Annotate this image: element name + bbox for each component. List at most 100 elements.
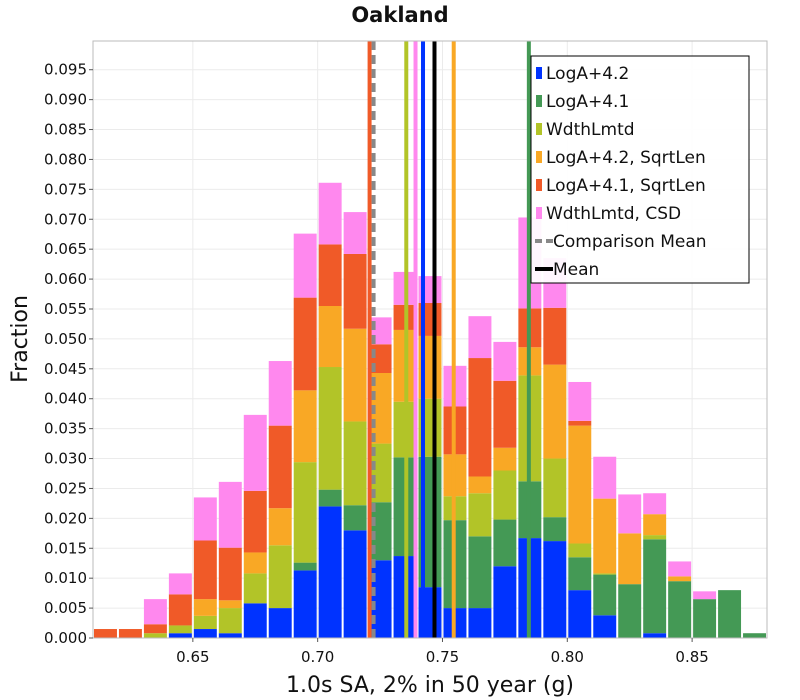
bar-wdthlmtd-10 (343, 421, 367, 506)
bar-loga-4-2-8 (293, 570, 317, 638)
bar-loga-4-1-sqrtlen-7 (268, 425, 292, 509)
bar-loga-4-2-sqrtlen-9 (318, 306, 342, 368)
legend-label-comparison-mean: Comparison Mean (553, 232, 707, 252)
bar-loga-4-2-sqrtlen-8 (293, 390, 317, 463)
bar-loga-4-1-sqrtlen-2 (143, 624, 167, 634)
bar-loga-4-1-16 (493, 519, 517, 567)
bar-loga-4-2-sqrtlen-4 (193, 599, 217, 616)
bar-loga-4-1-sqrtlen-5 (218, 547, 242, 601)
chart-title: Oakland (351, 3, 448, 27)
bar-wdthlmtd-6 (243, 573, 267, 604)
y-tick-label: 0.065 (44, 240, 87, 258)
legend-box (530, 55, 750, 284)
x-axis-title: 1.0s SA, 2% in 50 year (g) (286, 673, 574, 698)
bar-loga-4-2-sqrtlen-20 (593, 498, 617, 574)
y-tick-label: 0.055 (44, 300, 87, 318)
y-tick-label: 0.010 (44, 569, 87, 587)
bar-wdthlmtd-8 (293, 462, 317, 563)
bar-wdthlmtd-19 (568, 543, 592, 558)
bar-loga-4-1-20 (593, 574, 617, 616)
y-tick-label: 0.070 (44, 210, 87, 228)
bar-loga-4-2-sqrtlen-7 (268, 508, 292, 546)
y-tick-label: 0.020 (44, 509, 87, 527)
bar-loga-4-2-sqrtlen-18 (543, 364, 567, 459)
bar-loga-4-2-sqrtlen-19 (568, 425, 592, 544)
bar-loga-4-1-sqrtlen-4 (193, 540, 217, 600)
bar-loga-4-1-9 (318, 489, 342, 507)
bar-loga-4-1-24 (693, 599, 717, 638)
bar-loga-4-1-sqrtlen-6 (243, 490, 267, 553)
bar-loga-4-1-sqrtlen-10 (343, 253, 367, 329)
bar-wdthlmtd-csd-22 (643, 493, 667, 515)
bar-loga-4-2-16 (493, 566, 517, 638)
bar-wdthlmtd-16 (493, 470, 517, 520)
bar-wdthlmtd-9 (318, 367, 342, 490)
legend-label-mean: Mean (553, 260, 599, 280)
legend-swatch-loga-4-2-sqrtlen (536, 151, 542, 163)
bar-wdthlmtd-csd-9 (318, 182, 342, 245)
y-axis-title: Fraction (8, 295, 33, 383)
y-tick-label: 0.080 (44, 150, 87, 168)
bar-loga-4-2-sqrtlen-21 (618, 533, 642, 585)
bar-wdthlmtd-csd-4 (193, 497, 217, 541)
legend-swatch-loga-4-2 (536, 67, 542, 79)
y-tick-label: 0.035 (44, 420, 87, 438)
bar-wdthlmtd-csd-10 (343, 212, 367, 254)
legend-label-loga-4-2-sqrtlen: LogA+4.2, SqrtLen (546, 148, 706, 168)
legend-label-loga-4-1: LogA+4.1 (546, 92, 629, 112)
bar-loga-4-2-sqrtlen-10 (343, 328, 367, 422)
y-tick-label: 0.095 (44, 61, 87, 79)
bar-wdthlmtd-csd-8 (293, 233, 317, 298)
bar-loga-4-1-21 (618, 584, 642, 638)
x-axis-ticks: 0.65 0.70 0.75 0.80 0.85 (176, 638, 709, 666)
bar-loga-4-2-7 (268, 608, 292, 638)
bar-wdthlmtd-2 (143, 633, 167, 638)
y-tick-label: 0.075 (44, 180, 87, 198)
bar-loga-4-1-10 (343, 505, 367, 531)
y-tick-label: 0.015 (44, 539, 87, 557)
legend-swatch-wdthlmtd-csd (536, 207, 542, 219)
y-tick-label: 0.040 (44, 390, 87, 408)
legend-swatch-loga-4-1-sqrtlen (536, 179, 542, 191)
bar-loga-4-2-4 (193, 629, 217, 638)
x-tick-label: 0.80 (551, 648, 584, 666)
bar-loga-4-1-sqrtlen-3 (168, 594, 192, 626)
bar-wdthlmtd-7 (268, 545, 292, 609)
bar-loga-4-2-5 (218, 633, 242, 638)
bar-wdthlmtd-csd-7 (268, 361, 292, 426)
bar-loga-4-1-19 (568, 557, 592, 591)
bar-loga-4-2-9 (318, 506, 342, 638)
y-tick-label: 0.060 (44, 270, 87, 288)
bar-loga-4-1-18 (543, 517, 567, 542)
bar-loga-4-2-sqrtlen-16 (493, 447, 517, 471)
bar-wdthlmtd-15 (468, 493, 492, 537)
bar-wdthlmtd-11 (368, 443, 392, 503)
bar-wdthlmtd-csd-15 (468, 316, 492, 359)
bar-loga-4-2-3 (168, 633, 192, 638)
bar-wdthlmtd-csd-2 (143, 599, 167, 625)
legend-label-wdthlmtd: WdthLmtd (546, 120, 635, 140)
bar-wdthlmtd-csd-6 (243, 414, 267, 491)
bar-loga-4-2-22 (643, 633, 667, 638)
bar-loga-4-2-sqrtlen-5 (218, 600, 242, 609)
y-tick-label: 0.005 (44, 599, 87, 617)
x-tick-label: 0.70 (301, 648, 334, 666)
y-tick-label: 0.030 (44, 450, 87, 468)
bar-loga-4-2-6 (243, 603, 267, 638)
legend-swatch-loga-4-1 (536, 95, 542, 107)
bar-wdthlmtd-20 (593, 573, 617, 575)
bar-wdthlmtd-csd-3 (168, 573, 192, 595)
mean-lines (367, 41, 531, 638)
bar-loga-4-1-sqrtlen-8 (293, 297, 317, 391)
bar-loga-4-1-15 (468, 536, 492, 609)
bar-loga-4-2-sqrtlen-15 (468, 476, 492, 494)
bar-loga-4-2-11 (368, 560, 392, 638)
x-tick-label: 0.75 (426, 648, 459, 666)
bar-wdthlmtd-csd-23 (668, 561, 692, 577)
legend-label-loga-4-2: LogA+4.2 (546, 64, 629, 84)
bar-wdthlmtd-csd-20 (593, 456, 617, 499)
legend-label-wdthlmtd-csd: WdthLmtd, CSD (546, 204, 681, 224)
bar-loga-4-2-19 (568, 590, 592, 638)
bar-loga-4-1-8 (293, 562, 317, 571)
